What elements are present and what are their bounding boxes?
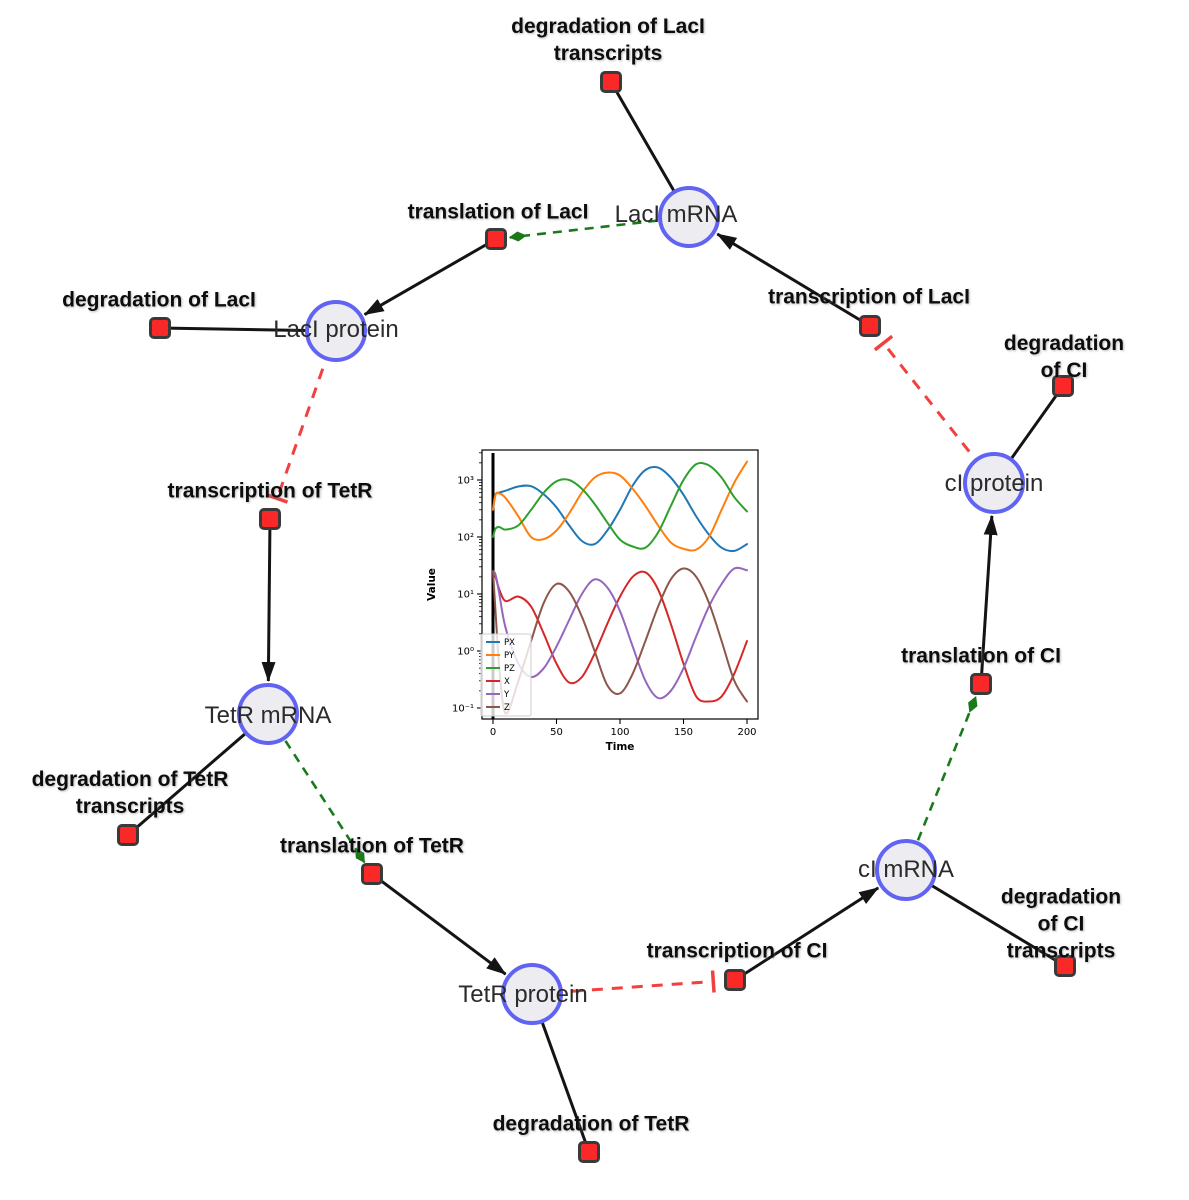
edge-modifier-tetr_mrna-r_transl_tetr (266, 713, 366, 864)
reaction-node-r_transl_tetr (361, 863, 383, 885)
species-node-tetr_protein (501, 963, 563, 1025)
edge-modifier-laci_mrna-r_transl_laci (508, 215, 690, 242)
species-label-laci_protein: LacI protein (273, 316, 399, 343)
reaction-node-r_tx_ci (724, 969, 746, 991)
species-node-laci_protein (305, 300, 367, 362)
reaction-label-r_deg_ci_tx: degradation of CI transcripts (1000, 885, 1122, 963)
reaction-label-r_deg_laci: degradation of LacI (62, 288, 256, 312)
x-tick-label: 150 (674, 727, 693, 738)
reaction-node-r_transl_ci (970, 673, 992, 695)
reaction-node-r_tx_laci (859, 315, 881, 337)
reaction-node-r_deg_laci_tx (600, 71, 622, 93)
edge-production-r_transl_ci-ci_protein (979, 514, 998, 685)
legend-label-Z: Z (504, 703, 510, 713)
chart-series-PX (492, 465, 748, 553)
y-tick-label: 10¹ (457, 590, 474, 601)
reaction-label-r_transl_ci: translation of CI (901, 644, 1061, 668)
x-tick-label: 200 (737, 727, 756, 738)
y-tick-label: 10⁰ (457, 647, 474, 658)
reaction-node-r_deg_tetr_tx (117, 824, 139, 846)
edge-production-r_transl_tetr-tetr_protein (371, 872, 507, 976)
reaction-node-r_deg_ci (1052, 375, 1074, 397)
chart-series-PZ (492, 461, 748, 550)
species-label-tetr_protein: TetR protein (458, 981, 588, 1008)
y-tick-label: 10⁻¹ (452, 704, 474, 715)
x-tick-label: 50 (550, 727, 563, 738)
species-node-ci_mrna (875, 839, 937, 901)
reaction-node-r_transl_laci (485, 228, 507, 250)
reaction-node-r_deg_ci_tx (1054, 955, 1076, 977)
reaction-label-r_deg_laci_tx: degradation of LacI transcripts (511, 15, 705, 65)
x-tick-label: 0 (490, 727, 496, 738)
reaction-label-r_transl_tetr: translation of TetR (280, 834, 464, 858)
species-node-tetr_mrna (237, 683, 299, 745)
legend-label-PX: PX (504, 638, 515, 648)
edge-production-r_tx_laci-laci_mrna (716, 232, 871, 328)
reaction-label-r_tx_ci: transcription of CI (646, 939, 828, 963)
reaction-label-r_deg_ci: degradation of CI (1003, 332, 1125, 382)
chart-ylabel: Value (426, 568, 438, 601)
legend-label-PZ: PZ (504, 664, 515, 674)
species-node-ci_protein (963, 452, 1025, 514)
species-label-tetr_mrna: TetR mRNA (204, 702, 332, 729)
species-label-laci_mrna: LacI mRNA (614, 201, 738, 228)
chart-xlabel: Time (606, 741, 635, 753)
reaction-node-r_deg_laci (149, 317, 171, 339)
species-label-ci_mrna: cI mRNA (858, 856, 954, 883)
species-label-ci_protein: cI protein (944, 470, 1044, 497)
y-tick-label: 10³ (457, 476, 474, 487)
reaction-label-r_tx_tetr: transcription of TetR (167, 479, 373, 503)
legend-label-X: X (504, 677, 510, 687)
legend-label-Y: Y (503, 690, 510, 700)
reaction-label-r_tx_laci: transcription of LacI (768, 285, 970, 309)
reaction-label-r_transl_laci: translation of LacI (407, 200, 589, 224)
reaction-label-r_deg_tetr_tx: degradation of TetR transcripts (31, 768, 229, 818)
inset-chart: 10⁻¹ 10⁰ 10¹ 10² 10³ 0 50 100 150 200 Time Value PX P… (425, 440, 770, 762)
y-tick-label: 10² (457, 533, 474, 544)
edge-production-r_tx_tetr-tetr_mrna (261, 518, 276, 683)
reaction-label-r_deg_tetr: degradation of TetR (492, 1112, 690, 1136)
x-tick-label: 100 (610, 727, 629, 738)
reaction-node-r_deg_tetr (578, 1141, 600, 1163)
species-node-laci_mrna (658, 186, 720, 248)
chart-series-PY (492, 460, 748, 552)
edge-production-r_tx_ci-ci_mrna (734, 886, 880, 982)
reaction-node-r_tx_tetr (259, 508, 281, 530)
chart-series-X (492, 570, 748, 703)
edge-production-r_transl_laci-laci_protein (363, 237, 497, 316)
legend-label-PY: PY (504, 651, 515, 661)
